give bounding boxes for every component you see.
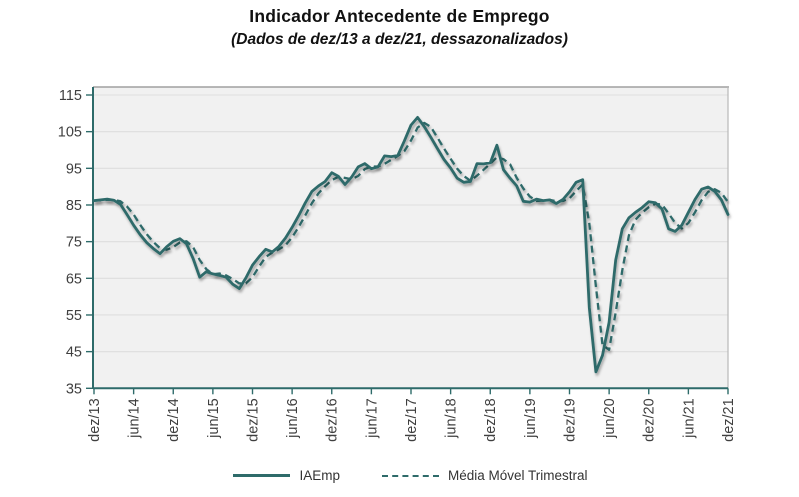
legend-item-media-movel: Média Móvel Trimestral [381,468,588,483]
media-movel-line [93,121,729,351]
x-tick-label: jun/15 [206,398,222,439]
legend-label-iaemp: IAEmp [299,468,340,483]
plot-area [93,87,728,389]
y-tick-label: 115 [59,88,82,104]
x-tick-label: dez/13 [87,398,103,442]
x-tick-label: jun/16 [285,398,301,439]
x-tick-label: jun/19 [523,398,539,439]
y-tick-label: 75 [66,235,82,251]
x-tick-label: dez/16 [325,398,341,442]
iaemp-line [92,116,730,374]
y-tick-label: 45 [66,345,82,361]
chart-subtitle: (Dados de dez/13 a dez/21, dessazonaliza… [231,31,568,48]
y-tick-label: 65 [66,271,82,287]
x-tick-label: jun/20 [602,398,618,439]
x-tick-label: dez/21 [721,398,737,442]
y-tick-label: 85 [66,198,82,214]
x-tick-label: jun/18 [444,398,460,439]
x-tick-label: dez/18 [483,398,499,442]
x-tick-label: jun/17 [364,398,380,439]
x-tick-label: dez/20 [642,398,658,442]
y-tick-label: 95 [66,161,82,177]
y-tick-label: 35 [66,381,82,397]
chart-title: Indicador Antecedente de Emprego [249,6,550,26]
y-tick-label: 105 [58,125,82,141]
x-tick-label: dez/14 [166,398,182,442]
chart-legend: IAEmp Média Móvel Trimestral [93,468,728,483]
solid-line-swatch [233,474,291,477]
x-tick-label: jun/21 [681,398,697,439]
x-tick-label: dez/19 [563,398,579,442]
legend-item-iaemp: IAEmp [233,468,340,483]
x-tick-label: dez/17 [404,398,420,442]
x-tick-label: dez/15 [246,398,262,442]
dashed-line-swatch [381,474,439,477]
y-tick-label: 55 [66,308,82,324]
x-tick-label: jun/14 [127,398,143,439]
legend-label-media-movel: Média Móvel Trimestral [447,468,588,483]
